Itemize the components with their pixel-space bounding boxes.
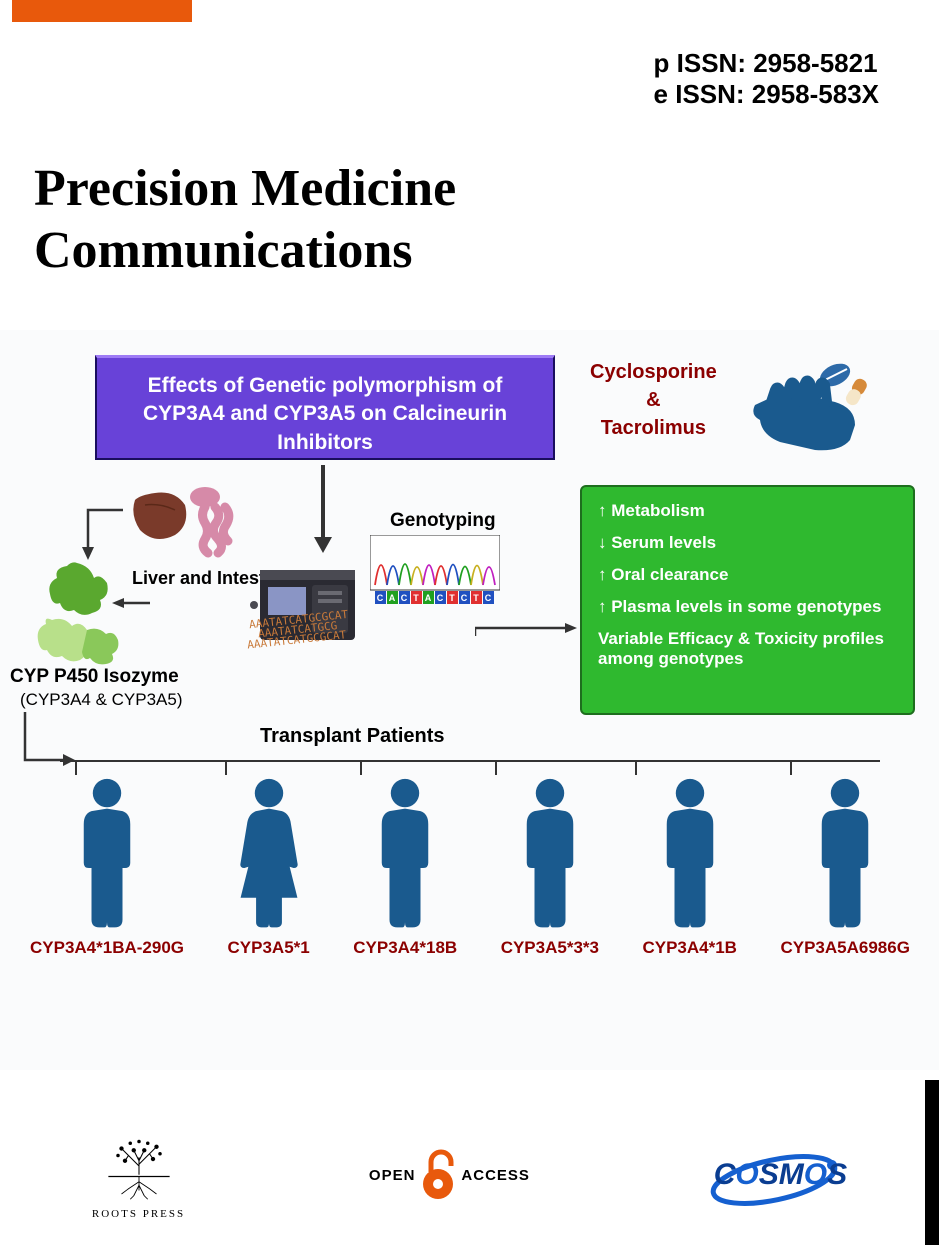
right-black-bar: [925, 1080, 939, 1245]
svg-text:C: C: [437, 593, 444, 603]
connector-tick: [75, 760, 77, 775]
outcome-clearance: ↑ Oral clearance: [598, 565, 897, 585]
infographic-diagram: Effects of Genetic polymorphism of CYP3A…: [0, 330, 939, 1070]
svg-text:T: T: [449, 593, 455, 603]
protein-left-arrow: [110, 595, 155, 616]
issn-block: p ISSN: 2958-5821 e ISSN: 2958-583X: [654, 48, 879, 110]
title-box: Effects of Genetic polymorphism of CYP3A…: [95, 355, 555, 460]
patient-4: CYP3A4*1B: [642, 775, 737, 958]
open-lock-icon: [419, 1148, 457, 1203]
ampersand: &: [646, 389, 660, 411]
title-line-1: Precision Medicine: [34, 158, 456, 220]
transplant-patients-label: Transplant Patients: [260, 725, 445, 748]
hand-pills-icon: [740, 360, 890, 465]
roots-press-logo: ROOTS PRESS: [92, 1131, 185, 1220]
roots-press-text: ROOTS PRESS: [92, 1208, 185, 1220]
outcome-efficacy: Variable Efficacy & Toxicity profiles am…: [598, 629, 897, 669]
connector-tick: [790, 760, 792, 775]
open-access-logo: OPEN ACCESS: [369, 1148, 530, 1203]
cyp-isozyme-label: CYP P450 Isozyme: [10, 666, 179, 688]
patient-2: CYP3A4*18B: [353, 775, 457, 958]
connector-tick: [495, 760, 497, 775]
drug-names: Cyclosporine & Tacrolimus: [590, 358, 717, 442]
center-down-arrow: [308, 465, 338, 560]
connector-tick: [225, 760, 227, 775]
svg-text:T: T: [413, 593, 419, 603]
liver-intestine-icon: [130, 485, 270, 565]
genotype-2: CYP3A4*18B: [353, 938, 457, 958]
connector-tick: [635, 760, 637, 775]
svg-text:T: T: [473, 593, 479, 603]
orange-accent-bar: [12, 0, 192, 22]
genotype-4: CYP3A4*1B: [642, 938, 737, 958]
genotype-1: CYP3A5*1: [228, 938, 310, 958]
protein-structures-icon: [32, 558, 122, 673]
svg-text:C: C: [377, 593, 384, 603]
journal-title: Precision Medicine Communications: [34, 158, 456, 283]
title-line-2: Communications: [34, 220, 456, 282]
outcome-serum: ↓ Serum levels: [598, 533, 897, 553]
cosmos-logo: COSMOS: [714, 1158, 847, 1192]
svg-text:C: C: [485, 593, 492, 603]
svg-text:C: C: [401, 593, 408, 603]
connector-tick: [360, 760, 362, 775]
tacrolimus-text: Tacrolimus: [601, 417, 706, 439]
genotype-5: CYP3A5A6986G: [780, 938, 909, 958]
access-text: ACCESS: [461, 1167, 530, 1184]
e-issn: e ISSN: 2958-583X: [654, 79, 879, 110]
p-issn: p ISSN: 2958-5821: [654, 48, 879, 79]
footer-logos: ROOTS PRESS OPEN ACCESS COSMOS: [0, 1105, 939, 1245]
organ-left-arrow: [78, 505, 128, 570]
genotype-3: CYP3A5*3*3: [501, 938, 599, 958]
patient-0: CYP3A4*1BA-290G: [30, 775, 184, 958]
outcome-plasma: ↑ Plasma levels in some genotypes: [598, 597, 897, 617]
green-box-arrow: [475, 620, 580, 641]
patient-3: CYP3A5*3*3: [501, 775, 599, 958]
patients-connector: [60, 760, 880, 762]
chromatogram-icon: CACTACTCTC: [370, 535, 500, 610]
patient-1: CYP3A5*1: [228, 775, 310, 958]
genotyping-label: Genotyping: [390, 510, 496, 532]
svg-text:A: A: [425, 593, 432, 603]
cyclosporine-text: Cyclosporine: [590, 361, 717, 383]
genotype-0: CYP3A4*1BA-290G: [30, 938, 184, 958]
svg-text:C: C: [461, 593, 468, 603]
outcome-metabolism: ↑ Metabolism: [598, 501, 897, 521]
patient-5: CYP3A5A6986G: [780, 775, 909, 958]
svg-text:A: A: [389, 593, 396, 603]
open-text: OPEN: [369, 1167, 416, 1184]
patients-row: CYP3A4*1BA-290G CYP3A5*1 CYP3A4*18B CYP3A5*…: [30, 775, 910, 958]
outcomes-box: ↑ Metabolism ↓ Serum levels ↑ Oral clear…: [580, 485, 915, 715]
